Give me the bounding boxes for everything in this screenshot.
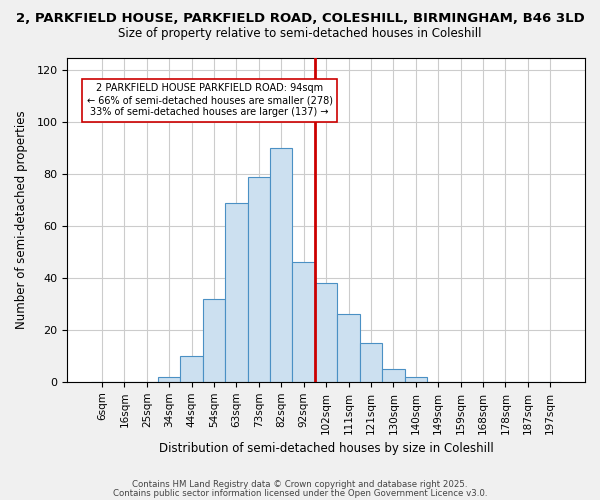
Text: 2, PARKFIELD HOUSE, PARKFIELD ROAD, COLESHILL, BIRMINGHAM, B46 3LD: 2, PARKFIELD HOUSE, PARKFIELD ROAD, COLE… [16,12,584,26]
Bar [203,299,225,382]
Bar [181,356,203,382]
Bar [337,314,360,382]
Bar [360,343,382,382]
Bar [382,369,404,382]
Text: Size of property relative to semi-detached houses in Coleshill: Size of property relative to semi-detach… [118,28,482,40]
Text: 2 PARKFIELD HOUSE PARKFIELD ROAD: 94sqm
← 66% of semi-detached houses are smalle: 2 PARKFIELD HOUSE PARKFIELD ROAD: 94sqm … [86,84,332,116]
Text: Contains HM Land Registry data © Crown copyright and database right 2025.: Contains HM Land Registry data © Crown c… [132,480,468,489]
Bar [404,376,427,382]
Bar [248,177,270,382]
X-axis label: Distribution of semi-detached houses by size in Coleshill: Distribution of semi-detached houses by … [159,442,493,455]
Bar [225,203,248,382]
Bar [158,376,181,382]
Bar [315,283,337,382]
Y-axis label: Number of semi-detached properties: Number of semi-detached properties [15,110,28,329]
Bar [270,148,292,382]
Bar [292,262,315,382]
Text: Contains public sector information licensed under the Open Government Licence v3: Contains public sector information licen… [113,488,487,498]
